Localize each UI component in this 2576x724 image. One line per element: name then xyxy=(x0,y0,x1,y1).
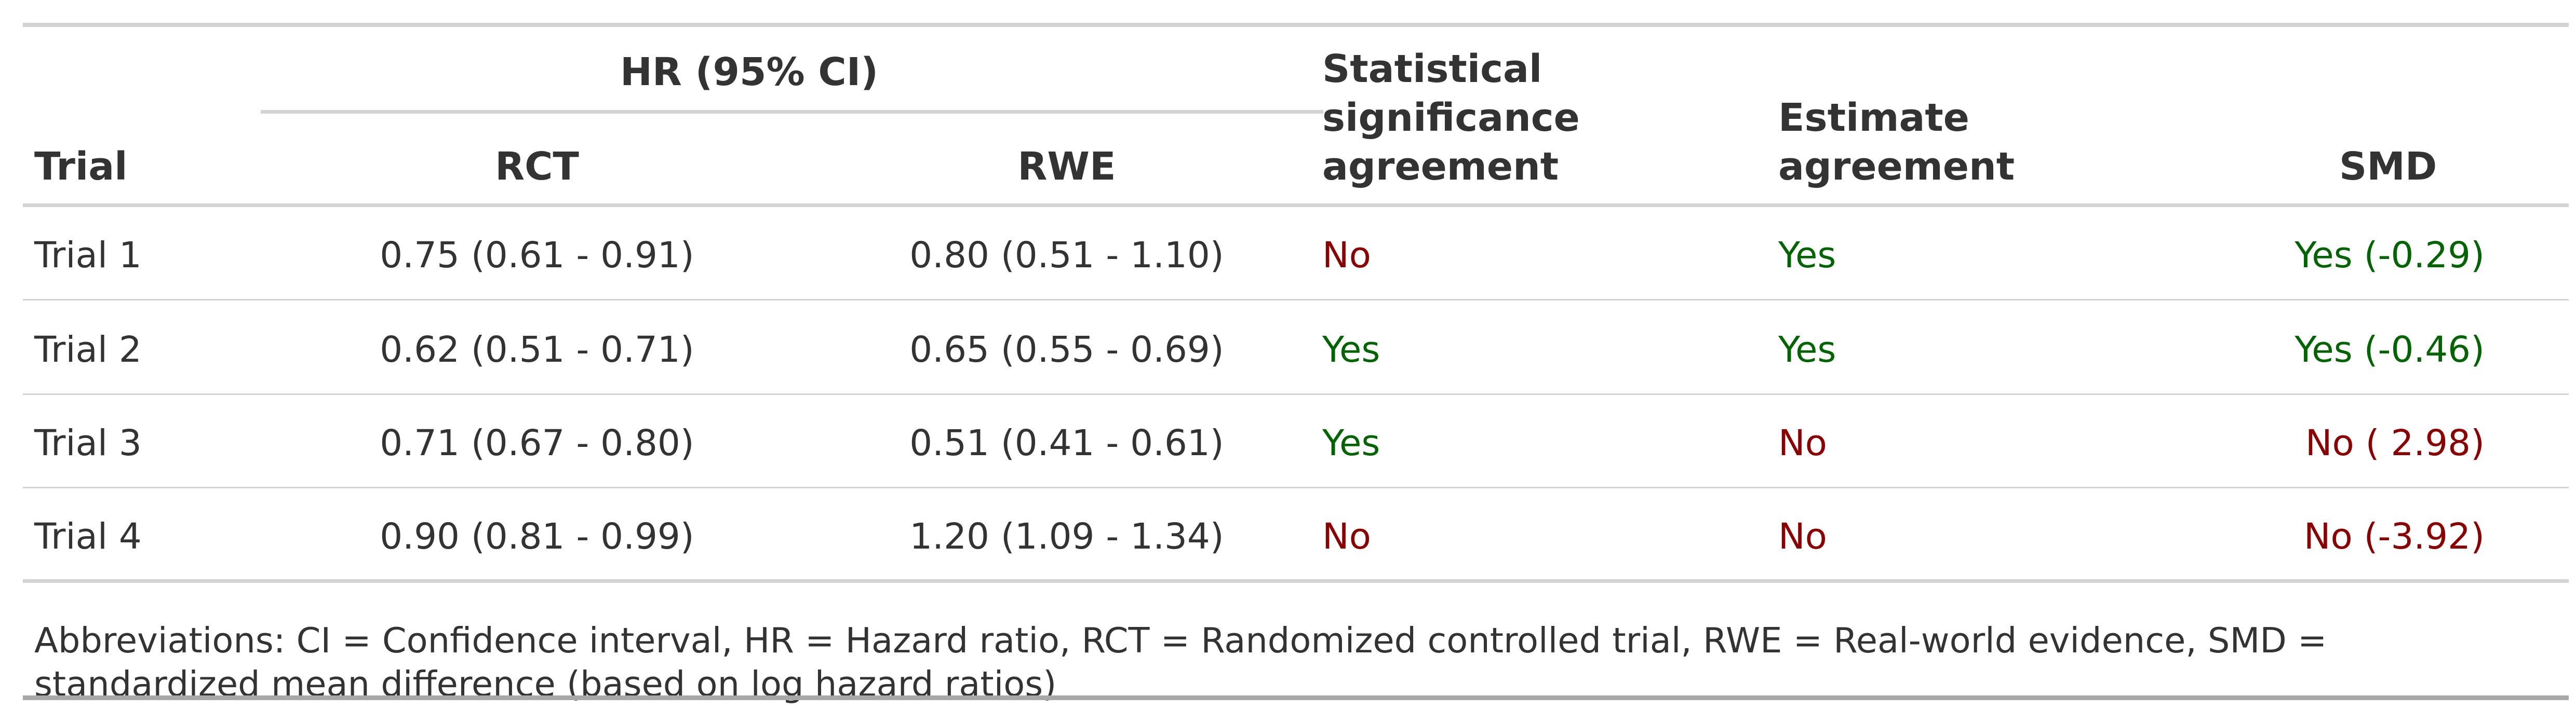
table-body-bottom-rule xyxy=(23,579,2569,583)
row-divider xyxy=(23,393,2569,395)
cell-trial: Trial 4 xyxy=(34,516,142,557)
table-bottom-rule xyxy=(23,695,2569,700)
results-table: HR (95% CI) Trial RCT RWE Statistical si… xyxy=(23,23,2569,704)
cell-significance-agreement: Yes xyxy=(1322,329,1380,371)
header-significance-agreement: Statistical significance agreement xyxy=(1322,45,1580,191)
cell-rct-hr: 0.71 (0.67 - 0.80) xyxy=(380,422,694,464)
header-bottom-rule xyxy=(23,203,2569,207)
cell-trial: Trial 1 xyxy=(34,235,142,276)
header-smd: SMD xyxy=(2339,144,2437,189)
table-footnote: Abbreviations: CI = Confidence interval,… xyxy=(34,620,2327,704)
header-significance-line-2: significance xyxy=(1322,95,1580,140)
cell-rwe-hr: 0.80 (0.51 - 1.10) xyxy=(909,235,1224,276)
row-divider xyxy=(23,487,2569,488)
cell-trial: Trial 2 xyxy=(34,329,142,371)
cell-rwe-hr: 0.51 (0.41 - 0.61) xyxy=(909,422,1224,464)
cell-rct-hr: 0.90 (0.81 - 0.99) xyxy=(380,516,694,557)
header-significance-line-3: agreement xyxy=(1322,144,1559,189)
header-rwe: RWE xyxy=(1017,144,1116,189)
cell-estimate-agreement: No xyxy=(1778,516,1827,557)
cell-significance-agreement: No xyxy=(1322,516,1371,557)
cell-rwe-hr: 0.65 (0.55 - 0.69) xyxy=(909,329,1224,371)
cell-smd: Yes (-0.46) xyxy=(2295,329,2485,371)
cell-smd: No (-3.92) xyxy=(2303,516,2485,557)
header-hr-spanner: HR (95% CI) xyxy=(620,50,879,94)
header-significance-line-1: Statistical xyxy=(1322,47,1542,91)
header-estimate-line-2: agreement xyxy=(1778,144,2015,189)
header-estimate-line-1: Estimate xyxy=(1778,95,1969,140)
header-rct: RCT xyxy=(495,144,579,189)
spanner-underline xyxy=(261,110,1323,114)
header-estimate-agreement: Estimate agreement xyxy=(1778,93,2015,191)
cell-rct-hr: 0.75 (0.61 - 0.91) xyxy=(380,235,694,276)
cell-trial: Trial 3 xyxy=(34,422,142,464)
row-divider xyxy=(23,299,2569,300)
cell-estimate-agreement: Yes xyxy=(1778,235,1836,276)
cell-smd: No ( 2.98) xyxy=(2305,422,2485,464)
cell-significance-agreement: No xyxy=(1322,235,1371,276)
cell-estimate-agreement: No xyxy=(1778,422,1827,464)
cell-significance-agreement: Yes xyxy=(1322,422,1380,464)
cell-smd: Yes (-0.29) xyxy=(2295,235,2485,276)
table-top-rule xyxy=(23,23,2569,27)
cell-estimate-agreement: Yes xyxy=(1778,329,1836,371)
header-trial: Trial xyxy=(34,144,128,189)
cell-rct-hr: 0.62 (0.51 - 0.71) xyxy=(380,329,694,371)
cell-rwe-hr: 1.20 (1.09 - 1.34) xyxy=(909,516,1224,557)
